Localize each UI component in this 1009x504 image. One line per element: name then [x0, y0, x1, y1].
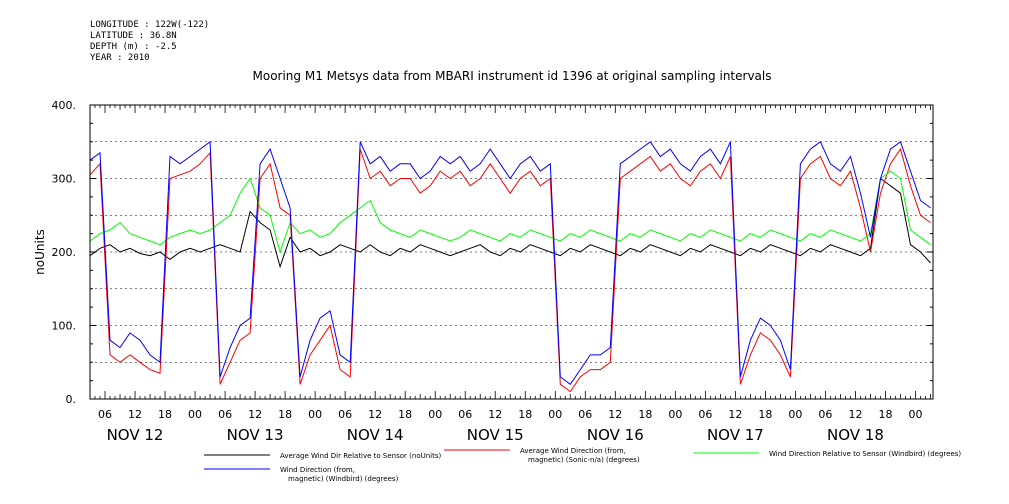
y-tick-label: 0.	[66, 393, 77, 406]
x-tick-label: 12	[488, 408, 502, 421]
day-label: NOV 13	[227, 426, 284, 444]
legend-label: Average Wind Direction (from,	[520, 447, 626, 455]
x-tick-label: 06	[98, 408, 112, 421]
y-tick-label: 200.	[52, 246, 77, 259]
day-label: NOV 17	[707, 426, 764, 444]
x-tick-label: 12	[608, 408, 622, 421]
x-tick-label: 18	[278, 408, 292, 421]
x-axis: 06 12 18 00 06 12 18 00 06 12 18 00 06 12 18 00 06 12 18 00…	[89, 105, 931, 421]
legend-label: Wind Direction Relative to Sensor (Windb…	[769, 450, 961, 458]
y-axis-label: noUnits	[33, 229, 47, 275]
legend-label: magnetic) (Windbird) (degrees)	[288, 475, 399, 483]
latitude-text: LATITUDE : 36.8N	[90, 31, 177, 41]
y-tick-label: 100.	[52, 320, 77, 333]
x-tick-label: 00	[788, 408, 802, 421]
x-tick-label: 06	[458, 408, 472, 421]
day-label: NOV 18	[827, 426, 884, 444]
x-tick-label: 00	[548, 408, 562, 421]
day-label: NOV 12	[107, 426, 164, 444]
x-tick-label: 12	[128, 408, 142, 421]
x-tick-label: 12	[728, 408, 742, 421]
x-tick-label: 12	[848, 408, 862, 421]
y-tick-label: 400.	[52, 99, 77, 112]
x-tick-label: 18	[758, 408, 772, 421]
series-line-3	[89, 170, 931, 254]
longitude-text: LONGITUDE : 122W(-122)	[90, 20, 210, 30]
legend: Average Wind Dir Relative to Sensor (noU…	[204, 447, 961, 483]
series-line-2	[89, 147, 931, 393]
day-label: NOV 16	[587, 426, 644, 444]
x-tick-label: 12	[368, 408, 382, 421]
x-tick-label: 06	[818, 408, 832, 421]
day-labels: NOV 12 NOV 13 NOV 14 NOV 15 NOV 16 NOV 17 NOV …	[107, 426, 884, 444]
x-tick-label: 06	[698, 408, 712, 421]
x-tick-label: 00	[428, 408, 442, 421]
x-tick-label: 06	[218, 408, 232, 421]
y-tick-label: 300.	[52, 173, 77, 186]
x-tick-label: 00	[908, 408, 922, 421]
legend-label: Wind Direction (from,	[280, 466, 355, 474]
depth-text: DEPTH (m) : -2.5	[90, 42, 177, 52]
x-tick-label: 06	[578, 408, 592, 421]
series-line-1	[89, 177, 931, 269]
grid-lines	[90, 141, 933, 363]
y-axis: 0. 100. 200. 300. 400.	[52, 99, 933, 406]
metadata-block: LONGITUDE : 122W(-122) LATITUDE : 36.8N …	[90, 20, 209, 64]
x-tick-label: 06	[338, 408, 352, 421]
series-line-4	[89, 140, 931, 386]
series-group	[89, 140, 931, 393]
x-tick-label: 00	[188, 408, 202, 421]
day-label: NOV 15	[467, 426, 524, 444]
x-tick-label: 00	[308, 408, 322, 421]
chart-title: Mooring M1 Metsys data from MBARI instru…	[253, 69, 772, 83]
x-tick-label: 18	[638, 408, 652, 421]
x-tick-label: 00	[668, 408, 682, 421]
x-tick-label: 18	[158, 408, 172, 421]
legend-label: Average Wind Dir Relative to Sensor (noU…	[280, 452, 441, 460]
x-tick-label: 18	[398, 408, 412, 421]
day-label: NOV 14	[347, 426, 404, 444]
year-text: YEAR : 2010	[90, 53, 150, 63]
x-tick-label: 18	[518, 408, 532, 421]
x-tick-label: 12	[248, 408, 262, 421]
x-tick-label: 18	[878, 408, 892, 421]
legend-label: magnetic) (Sonic-n/a) (degrees)	[528, 456, 640, 464]
